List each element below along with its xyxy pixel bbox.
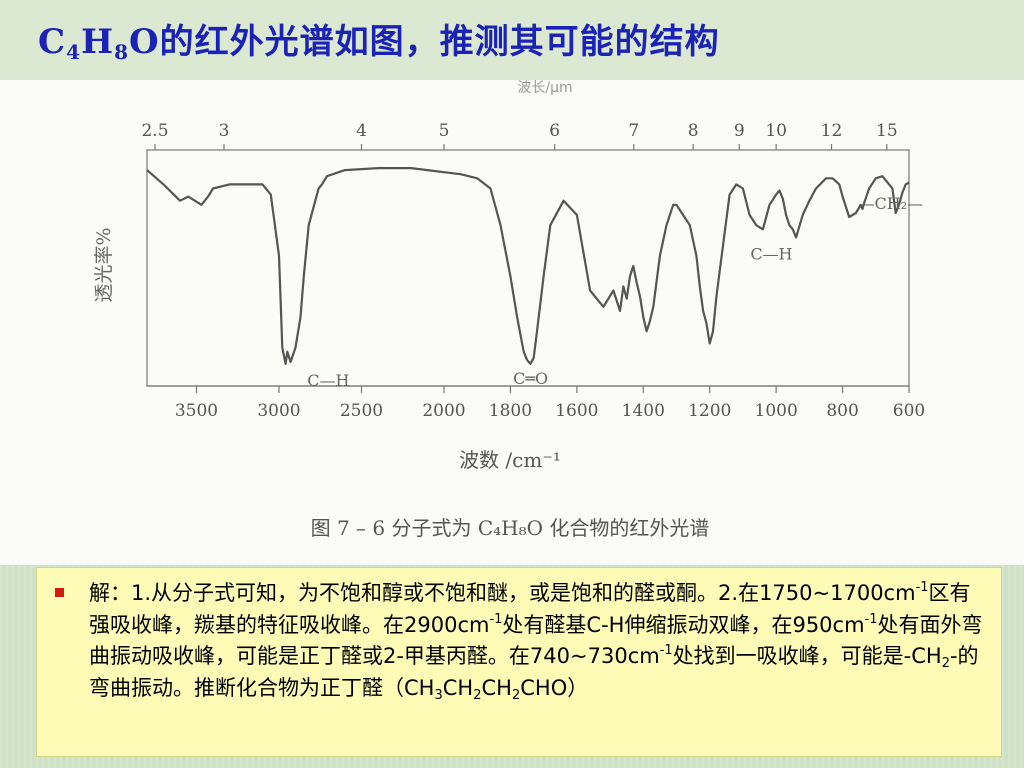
top-tick-label: 8 (688, 121, 699, 141)
top-tick-label: 6 (549, 121, 560, 141)
peak-label: C—H (750, 244, 792, 263)
spectrum-line (146, 167, 910, 365)
bottom-tick-label: 1600 (555, 401, 598, 421)
bottom-wavenumber-ticks: 3500 3000 2500 2000 1800 1600 1400 1200 1000 800 6… (175, 386, 925, 421)
slide-title: C4H8O的红外光谱如图，推测其可能的结构 (38, 22, 720, 64)
top-tick-label: 4 (356, 121, 367, 141)
top-tick-label: 3 (219, 121, 230, 141)
ir-spectrum-chart: 波长/μm 2.5 3 4 5 6 7 8 9 10 12 15 3500 3000 2500 2000 1… (93, 80, 925, 540)
top-tick-label: 10 (765, 121, 787, 141)
bottom-tick-label: 1800 (489, 401, 532, 421)
top-tick-label: 12 (821, 121, 843, 141)
top-tick-label: 7 (628, 121, 639, 141)
bottom-tick-label: 600 (893, 401, 925, 421)
ir-spectrum-figure: 波长/μm 2.5 3 4 5 6 7 8 9 10 12 15 3500 3000 2500 2000 1… (0, 80, 1024, 565)
bottom-tick-label: 1400 (622, 401, 665, 421)
top-wavelength-ticks: 2.5 3 4 5 6 7 8 9 10 12 15 (141, 121, 898, 150)
peak-label: C—H (307, 371, 349, 390)
bottom-tick-label: 1000 (755, 401, 798, 421)
x-axis-label: 波数 /cm⁻¹ (459, 448, 561, 472)
top-tick-label: 15 (876, 121, 898, 141)
explanation-box: 解：1.从分子式可知，为不饱和醇或不饱和醚，或是饱和的醛或酮。2.在1750~1… (36, 567, 1002, 757)
wavelength-header: 波长/μm (517, 80, 572, 96)
bottom-tick-label: 2500 (340, 401, 383, 421)
bottom-tick-label: 3500 (175, 401, 218, 421)
peak-label: C═O (513, 369, 548, 388)
bottom-tick-label: 800 (826, 401, 858, 421)
bottom-tick-label: 3000 (257, 401, 300, 421)
peak-labels: C—H C═O C—H —CH₂— (307, 194, 923, 390)
peak-label: —CH₂— (859, 194, 924, 213)
y-axis-label: 透光率% (93, 227, 115, 302)
bottom-tick-label: 1200 (688, 401, 731, 421)
bullet-square-icon (55, 588, 64, 597)
top-tick-label: 5 (439, 121, 450, 141)
title-bar: C4H8O的红外光谱如图，推测其可能的结构 (0, 0, 1024, 80)
figure-caption: 图 7 – 6 分子式为 C₄H₈O 化合物的红外光谱 (311, 516, 710, 540)
explanation-text: 解：1.从分子式可知，为不饱和醇或不饱和醚，或是饱和的醛或酮。2.在1750~1… (89, 580, 983, 703)
top-tick-label: 9 (734, 121, 745, 141)
bottom-tick-label: 2000 (422, 401, 465, 421)
top-tick-label: 2.5 (141, 121, 168, 141)
